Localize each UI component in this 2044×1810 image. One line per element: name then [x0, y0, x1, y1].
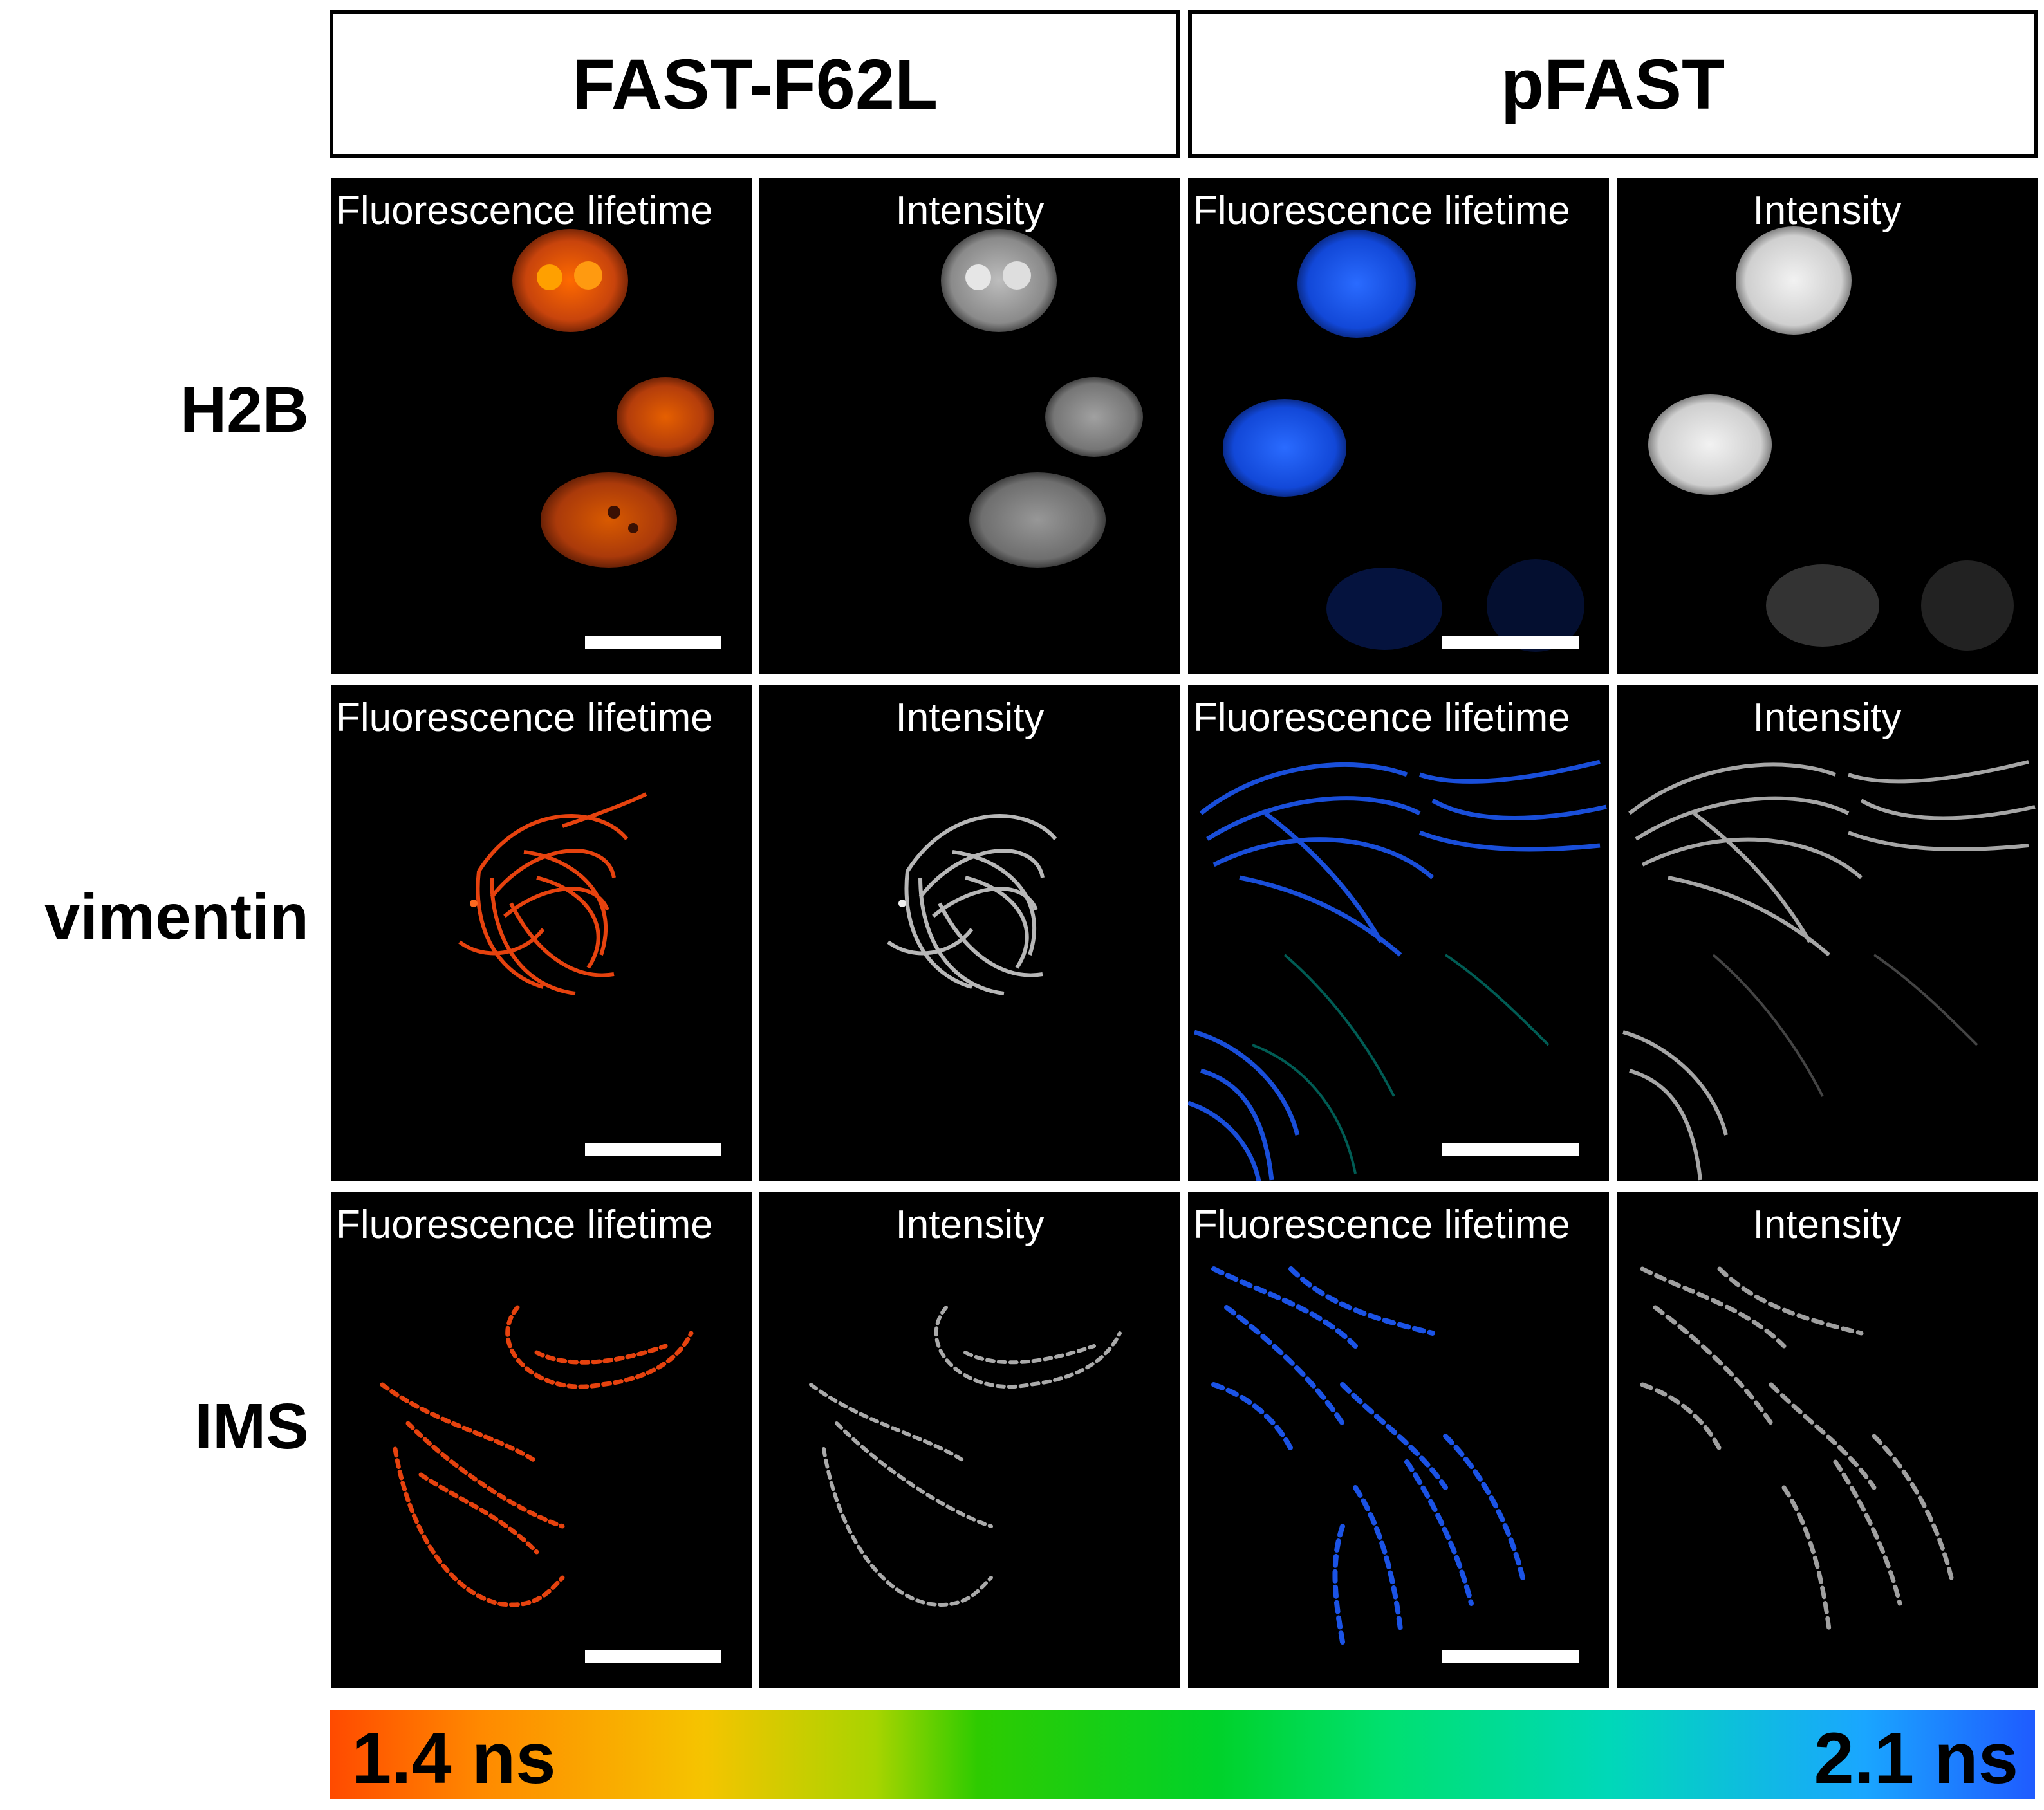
panel-label: Fluorescence lifetime — [336, 189, 713, 233]
panel-ims-fast-intensity: Intensity — [759, 1192, 1180, 1688]
panel-label: Intensity — [1752, 189, 1902, 233]
ims-pfast-lifetime-image — [1211, 1266, 1525, 1645]
panel-label: Intensity — [1752, 696, 1902, 740]
panel-h2b-pfast-lifetime: Fluorescence lifetime — [1188, 178, 1609, 674]
colorbar-min-label: 1.4 ns — [351, 1718, 556, 1798]
panel-vimentin-pfast-intensity: Intensity — [1617, 685, 2038, 1181]
panel-vimentin-pfast-lifetime: Fluorescence lifetime — [1188, 685, 1609, 1181]
scale-bar — [1442, 636, 1579, 649]
vimentin-fast-intensity-image — [887, 814, 1057, 995]
panel-label: Intensity — [895, 189, 1045, 233]
scale-bar — [585, 1143, 721, 1156]
ims-fast-lifetime-image — [380, 1305, 694, 1607]
panel-label: Fluorescence lifetime — [1193, 189, 1570, 233]
panel-ims-pfast-intensity: Intensity — [1617, 1192, 2038, 1688]
scale-bar — [1442, 1143, 1579, 1156]
panel-vimentin-fast-intensity: Intensity — [759, 685, 1180, 1181]
panel-label: Fluorescence lifetime — [1193, 1203, 1570, 1247]
h2b-pfast-intensity-image — [1648, 226, 2014, 651]
panel-label: Fluorescence lifetime — [1193, 696, 1570, 740]
panel-vimentin-fast-lifetime: Fluorescence lifetime — [331, 685, 752, 1181]
panel-h2b-fast-lifetime: Fluorescence lifetime — [331, 178, 752, 674]
colorbar-max-label: 2.1 ns — [1814, 1718, 2018, 1798]
h2b-fast-intensity-image — [941, 229, 1143, 568]
panel-label: Fluorescence lifetime — [336, 1203, 713, 1247]
panel-label: Intensity — [895, 1203, 1045, 1247]
row-label-h2b: H2B — [180, 374, 309, 446]
h2b-pfast-lifetime-image — [1223, 230, 1584, 652]
scale-bar — [585, 1650, 721, 1663]
vimentin-pfast-intensity-image — [1622, 760, 2036, 1181]
panel-h2b-fast-intensity: Intensity — [759, 178, 1180, 674]
header-fast-f62l-label: FAST-F62L — [571, 44, 938, 124]
ims-pfast-intensity-image — [1640, 1266, 1954, 1632]
row-label-ims: IMS — [194, 1390, 309, 1463]
scale-bar — [585, 636, 721, 649]
panel-label: Fluorescence lifetime — [336, 696, 713, 740]
panel-label: Intensity — [1752, 1203, 1902, 1247]
panel-ims-pfast-lifetime: Fluorescence lifetime — [1188, 1192, 1609, 1688]
panel-label: Intensity — [895, 696, 1045, 740]
header-fast-f62l: FAST-F62L — [330, 10, 1180, 158]
scale-bar — [1442, 1650, 1579, 1663]
header-pfast: pFAST — [1188, 10, 2038, 158]
vimentin-fast-lifetime-image — [458, 792, 647, 995]
vimentin-pfast-lifetime-image — [1188, 759, 1607, 1181]
ims-fast-intensity-image — [809, 1306, 1122, 1607]
lifetime-colorbar: 1.4 ns 2.1 ns — [330, 1710, 2035, 1799]
panel-ims-fast-lifetime: Fluorescence lifetime — [331, 1192, 752, 1688]
row-label-vimentin: vimentin — [44, 881, 309, 953]
h2b-fast-lifetime-image — [512, 229, 714, 568]
panel-h2b-pfast-intensity: Intensity — [1617, 178, 2038, 674]
header-pfast-label: pFAST — [1500, 44, 1725, 124]
